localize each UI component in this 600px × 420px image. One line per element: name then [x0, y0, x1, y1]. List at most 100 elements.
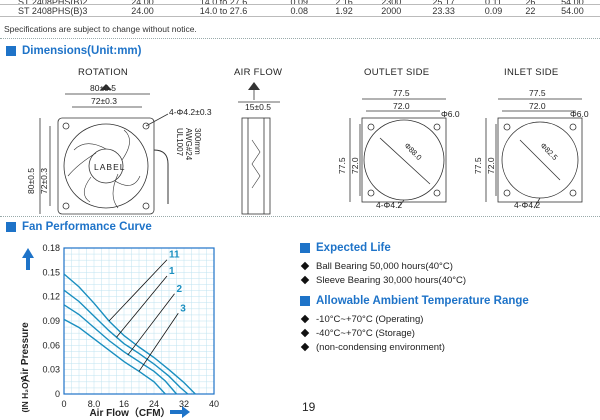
inlet-hole: Φ6.0 [570, 109, 589, 119]
rotation-top-outer: 80±0.5 [90, 83, 116, 93]
list-item: Sleeve Bearing 30,000 hours(40°C) [300, 273, 590, 287]
callout-line [138, 313, 179, 372]
callout-line [108, 259, 168, 322]
outlet-side-label: OUTLET SIDE [364, 67, 430, 78]
spec-table: ST 2408PHS(B)2 24.00 14.0 to 27.6 0.09 2… [0, 0, 600, 17]
table-cell: 2.16 [321, 0, 367, 5]
table-row: ST 2408PHS(B)2 24.00 14.0 to 27.6 0.09 2… [0, 0, 600, 5]
ambient-temp-header: Allowable Ambient Temperature Range [300, 295, 590, 307]
table-cell: 24.00 [115, 4, 171, 17]
y-tick-label: 0.18 [42, 243, 60, 253]
diamond-bullet-icon [300, 342, 310, 352]
list-item-text: Sleeve Bearing 30,000 hours(40°C) [316, 274, 467, 286]
series-line-3 [63, 318, 166, 395]
rotation-label: ROTATION [78, 67, 129, 78]
dimensions-header: Dimensions(Unit:mm) [6, 44, 141, 58]
table-cell: 24.00 [115, 0, 171, 5]
wire-spec-2: AWG#24 [184, 128, 193, 161]
list-item-text: -40°C~+70°C (Storage) [316, 327, 415, 339]
y-tick-label: 0.06 [42, 340, 60, 350]
table-cell: 54.00 [544, 0, 600, 5]
rotation-hole: 4-Φ4.2±0.3 [169, 107, 212, 117]
section-marker-icon [6, 46, 16, 56]
x-tick-label: 32 [179, 399, 189, 409]
x-tick-label: 8.0 [88, 399, 101, 409]
outlet-side-view [349, 98, 447, 209]
series-label: 2 [177, 284, 183, 295]
x-tick-label: 40 [209, 399, 219, 409]
table-cell: 0.09 [471, 4, 516, 17]
list-item: -40°C~+70°C (Storage) [300, 326, 590, 340]
x-axis-arrow-icon [170, 406, 190, 418]
y-tick-label: 0.12 [42, 292, 60, 302]
ambient-temp-title: Allowable Ambient Temperature Range [316, 295, 529, 307]
plot-frame [63, 247, 215, 395]
table-cell: 0.08 [276, 4, 322, 17]
list-item: Ball Bearing 50,000 hours(40°C) [300, 259, 590, 273]
airflow-thickness: 15±0.5 [245, 102, 271, 112]
y-axis-unit: (IN H₂O) [20, 379, 30, 412]
fan-curve-title: Fan Performance Curve [22, 221, 152, 233]
x-tick-label: 0 [61, 399, 66, 409]
x-tick-label: 16 [119, 399, 129, 409]
outlet-hole: Φ6.0 [441, 109, 460, 119]
diamond-bullet-icon [300, 314, 310, 324]
list-item: (non-condensing environment) [300, 340, 590, 354]
rotation-view [39, 84, 169, 215]
y-tick-label: 0 [55, 389, 60, 399]
list-item-text: Ball Bearing 50,000 hours(40°C) [316, 260, 453, 272]
series-line-1 [63, 289, 189, 395]
list-item: -10°C~+70°C (Operating) [300, 312, 590, 326]
info-panel: Expected Life Ball Bearing 50,000 hours(… [300, 242, 590, 354]
inlet-side-view [485, 98, 583, 209]
callout-line [127, 293, 175, 356]
chart-ticks: 0 0.03 0.06 0.09 0.12 0.15 0.18 0 8.0 16 24 32 40 [42, 243, 219, 409]
table-cell: 25.17 [416, 0, 472, 5]
inlet-holes: 4-Φ4.2 [514, 200, 540, 210]
series-line-11 [63, 273, 196, 395]
divider [0, 38, 600, 39]
wire-spec-1: UL1007 [175, 128, 184, 157]
inlet-side-inner: 72.0 [486, 157, 496, 174]
dimensions-title: Dimensions(Unit:mm) [22, 45, 142, 57]
list-item-text: (non-condensing environment) [316, 341, 445, 353]
table-cell: 22 [515, 4, 545, 17]
y-axis-label: Air Pressure [20, 322, 31, 382]
y-tick-label: 0.15 [42, 267, 60, 277]
table-cell: 14.0 to 27.6 [170, 4, 277, 17]
series-line-2 [63, 304, 178, 395]
inlet-side-outer: 77.5 [473, 157, 483, 174]
dimension-drawings: 80±0.5 72±0.3 4-Φ4.2±0.3 LABEL 80±0.5 72… [26, 82, 589, 215]
diamond-bullet-icon [300, 275, 310, 285]
section-marker-icon [300, 296, 310, 306]
section-marker-icon [6, 222, 16, 232]
wire-spec-3: 300mm [193, 128, 202, 155]
table-cell: 1.92 [321, 4, 367, 17]
table-cell: 2000 [366, 4, 417, 17]
outlet-inner: 72.0 [393, 101, 410, 111]
y-tick-label: 0.09 [42, 316, 60, 326]
expected-life-header: Expected Life [300, 242, 590, 254]
airflow-view [238, 82, 280, 215]
x-axis-label: Air Flow（CFM） [89, 406, 170, 419]
table-cell: 26 [515, 0, 545, 5]
y-axis-arrow-icon [22, 248, 34, 270]
outlet-outer: 77.5 [393, 88, 410, 98]
table-cell: 0.09 [276, 0, 322, 5]
series-label: 11 [169, 250, 180, 261]
outlet-diameter: Φ88.0 [403, 141, 424, 162]
x-tick-label: 24 [149, 399, 159, 409]
outlet-side-inner: 72.0 [350, 157, 360, 174]
divider [0, 216, 600, 217]
table-cell: ST 2408PHS(B)2 [0, 0, 115, 5]
table-cell: 0.11 [471, 0, 516, 5]
chart-grid [63, 247, 215, 395]
outlet-holes: 4-Φ4.2 [376, 200, 402, 210]
rotation-label-center: LABEL [94, 162, 125, 172]
inlet-inner: 72.0 [529, 101, 546, 111]
fan-curve-header: Fan Performance Curve [6, 220, 152, 234]
y-tick-label: 0.03 [42, 365, 60, 375]
spec-note: Specifications are subject to change wit… [4, 24, 197, 34]
inlet-outer: 77.5 [529, 88, 546, 98]
